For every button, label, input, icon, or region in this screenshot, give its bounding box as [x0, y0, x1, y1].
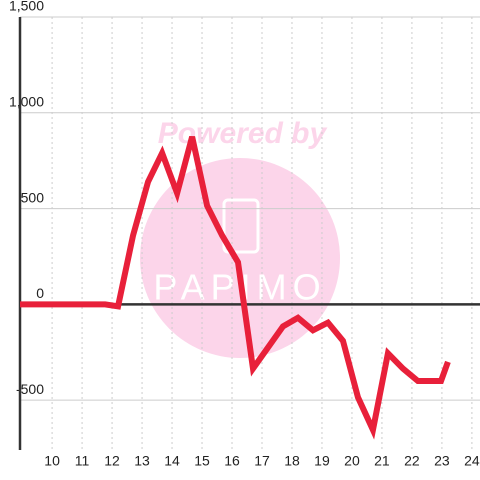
- y-tick-label: 1,000: [9, 93, 44, 109]
- x-tick-label: 10: [44, 453, 60, 469]
- y-tick-label: 500: [21, 189, 45, 205]
- x-tick-label: 15: [194, 453, 210, 469]
- x-tick-label: 21: [374, 453, 390, 469]
- watermark-icon: [222, 198, 260, 254]
- x-tick-label: 22: [404, 453, 420, 469]
- x-tick-label: 23: [434, 453, 450, 469]
- line-series: [20, 135, 451, 440]
- x-tick-label: 17: [254, 453, 270, 469]
- x-tick-label: 12: [104, 453, 120, 469]
- watermark-circle: [140, 158, 340, 358]
- y-tick-label: 0: [36, 285, 44, 301]
- x-tick-label: 11: [75, 453, 90, 469]
- y-tick-label: -500: [16, 381, 44, 397]
- x-tick-label: 13: [134, 453, 150, 469]
- x-tick-label: 18: [284, 453, 300, 469]
- x-tick-label: 16: [224, 453, 240, 469]
- y-tick-label: 1,500: [9, 0, 44, 14]
- x-tick-label: 24: [464, 453, 480, 469]
- x-tick-label: 14: [164, 453, 180, 469]
- watermark-text: Powered by: [158, 117, 328, 150]
- x-tick-label: 20: [344, 453, 360, 469]
- x-tick-label: 19: [314, 453, 330, 469]
